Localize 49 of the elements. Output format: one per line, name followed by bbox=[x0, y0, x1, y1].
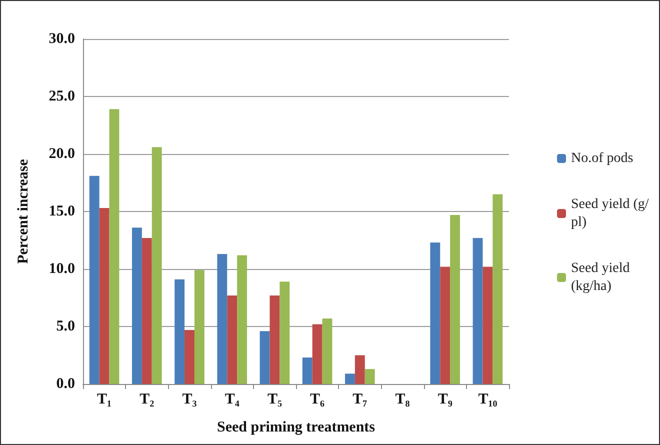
bar bbox=[440, 266, 450, 384]
y-tick-label: 25.0 bbox=[48, 88, 75, 104]
bar bbox=[152, 147, 162, 384]
x-tick-label: T₁ bbox=[97, 392, 112, 408]
bar bbox=[354, 355, 365, 384]
bar bbox=[312, 324, 322, 384]
y-axis-title: Percent increase bbox=[16, 158, 32, 264]
x-tick-label: T₂ bbox=[140, 392, 155, 408]
x-tick-label: T₅ bbox=[267, 392, 282, 408]
bar bbox=[364, 369, 375, 384]
bar bbox=[142, 238, 152, 384]
bar bbox=[227, 295, 238, 384]
y-tick-label: 10.0 bbox=[48, 261, 75, 277]
x-axis-title: Seed priming treatments bbox=[216, 420, 376, 436]
bar bbox=[270, 295, 280, 384]
y-tick-label: 5.0 bbox=[56, 318, 75, 334]
bar bbox=[194, 270, 204, 384]
x-tick-label: T₈ bbox=[395, 392, 410, 408]
bar bbox=[260, 331, 270, 384]
bar bbox=[184, 330, 194, 384]
x-tick-label: T₁₀ bbox=[478, 392, 498, 408]
x-tick-label: T₃ bbox=[182, 392, 198, 408]
bar bbox=[492, 194, 503, 384]
bar bbox=[89, 176, 100, 384]
bar bbox=[482, 266, 493, 384]
x-tick-label: T₇ bbox=[352, 392, 368, 408]
legend-label: No.of pods bbox=[571, 151, 634, 166]
bar bbox=[132, 228, 142, 384]
y-tick-label: 30.0 bbox=[48, 31, 75, 47]
bar bbox=[472, 238, 483, 384]
y-tick-label: 0.0 bbox=[56, 376, 75, 392]
bar bbox=[174, 279, 185, 384]
x-tick-label: T₆ bbox=[310, 392, 326, 408]
bar bbox=[430, 242, 440, 384]
bar bbox=[450, 214, 460, 384]
bar bbox=[237, 255, 248, 384]
bar bbox=[99, 208, 110, 384]
bar bbox=[280, 282, 290, 384]
bar bbox=[217, 254, 228, 384]
legend-label: Seed yield (g/pl) bbox=[571, 197, 649, 230]
y-tick-label: 20.0 bbox=[48, 146, 75, 162]
y-tick-label: 15.0 bbox=[48, 204, 75, 220]
bar bbox=[109, 109, 120, 384]
bar bbox=[344, 374, 355, 384]
legend-label: Seed yield (kg/ha) bbox=[571, 261, 634, 294]
bar bbox=[322, 318, 332, 384]
x-tick-label: T₉ bbox=[438, 392, 453, 408]
bar bbox=[302, 358, 312, 384]
x-tick-label: T₄ bbox=[224, 392, 240, 408]
